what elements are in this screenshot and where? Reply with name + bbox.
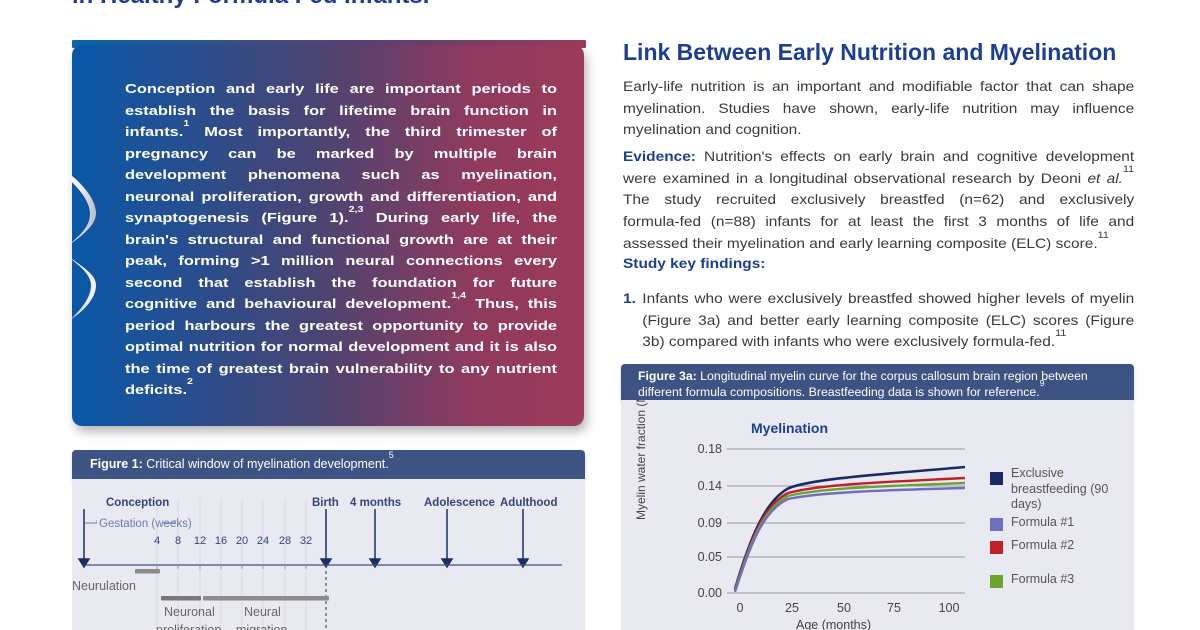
svg-text:0.18: 0.18 <box>698 442 722 456</box>
svg-text:4 months: 4 months <box>350 497 401 509</box>
svg-text:8: 8 <box>175 535 181 547</box>
svg-text:Neurulation: Neurulation <box>72 579 136 593</box>
svg-text:proliferation: proliferation <box>156 623 221 630</box>
svg-text:0.00: 0.00 <box>698 586 722 600</box>
svg-text:25: 25 <box>785 601 799 615</box>
svg-text:100: 100 <box>939 601 960 615</box>
svg-text:0.09: 0.09 <box>698 516 722 530</box>
svg-text:Adulthood: Adulthood <box>500 497 557 509</box>
svg-text:0.05: 0.05 <box>698 550 722 564</box>
svg-text:migration: migration <box>236 623 287 630</box>
svg-text:32: 32 <box>300 535 312 547</box>
svg-text:0: 0 <box>737 601 744 615</box>
svg-text:28: 28 <box>279 535 291 547</box>
svg-text:Birth: Birth <box>312 497 339 509</box>
svg-text:16: 16 <box>215 535 227 547</box>
svg-text:Neuronal: Neuronal <box>164 605 215 619</box>
svg-text:Conception: Conception <box>106 497 169 509</box>
svg-text:24: 24 <box>257 535 269 547</box>
svg-text:50: 50 <box>837 601 851 615</box>
svg-text:75: 75 <box>887 601 901 615</box>
svg-text:12: 12 <box>194 535 206 547</box>
svg-text:0.14: 0.14 <box>698 479 722 493</box>
svg-text:Neural: Neural <box>244 605 281 619</box>
svg-text:20: 20 <box>236 535 248 547</box>
svg-text:4: 4 <box>154 535 160 547</box>
svg-text:Gestation (weeks): Gestation (weeks) <box>99 518 192 530</box>
svg-text:Adolescence: Adolescence <box>424 497 495 509</box>
